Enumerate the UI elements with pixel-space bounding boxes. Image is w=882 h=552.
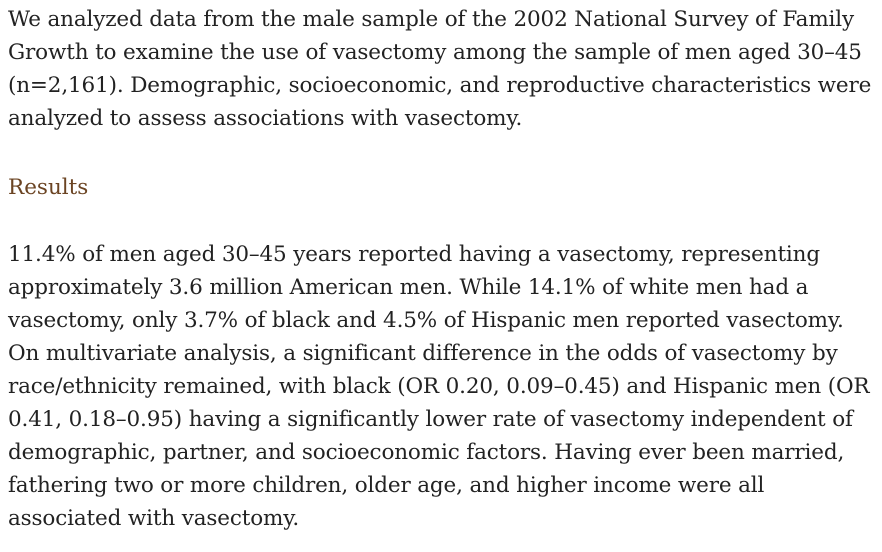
- results-heading: Results: [8, 175, 89, 200]
- methods-paragraph: We analyzed data from the male sample of…: [8, 7, 872, 131]
- abstract-article: We analyzed data from the male sample of…: [8, 3, 876, 535]
- results-paragraph: 11.4% of men aged 30–45 years reported h…: [8, 242, 870, 531]
